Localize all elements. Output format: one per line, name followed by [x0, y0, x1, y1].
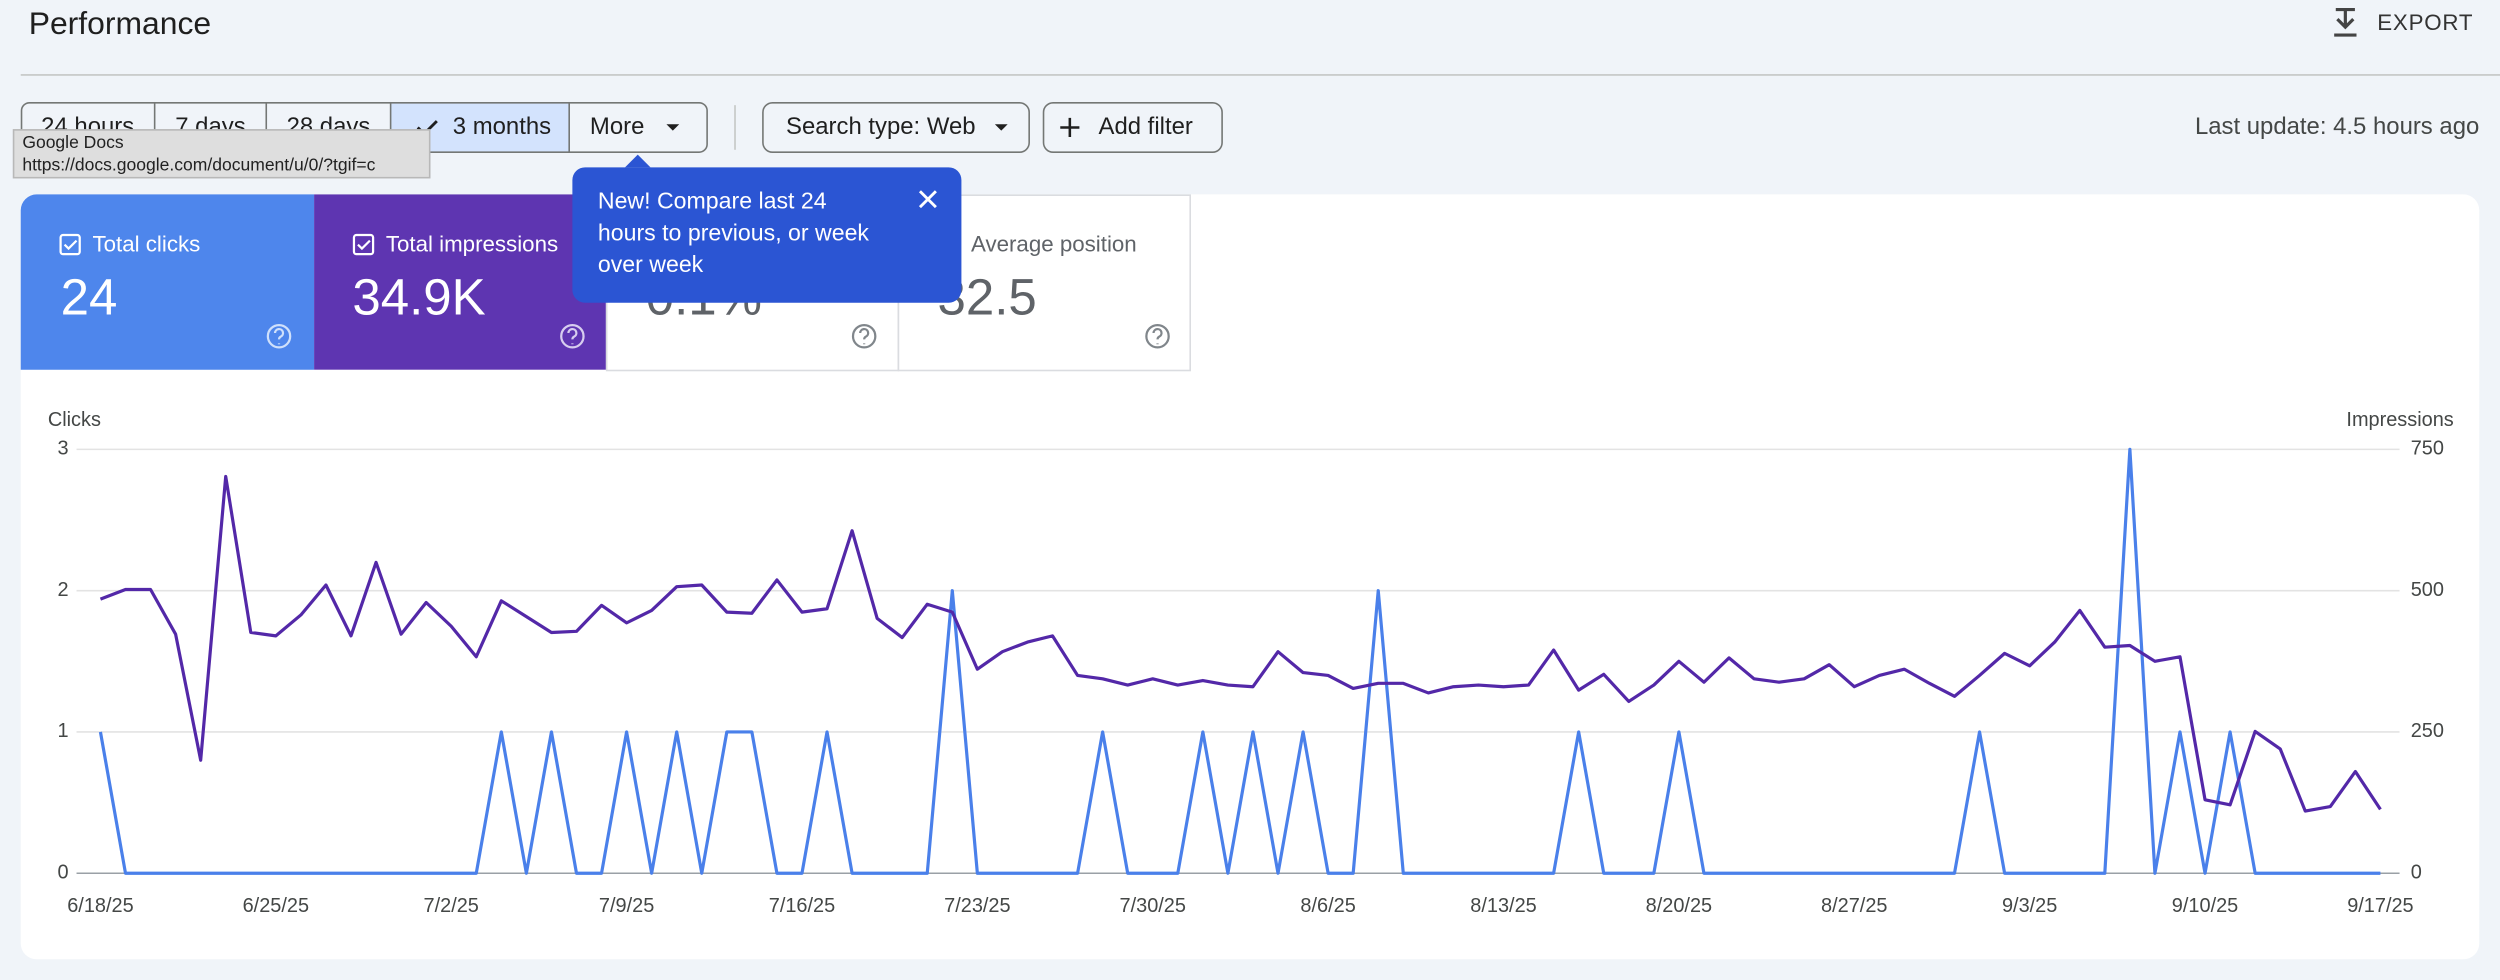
add-filter-button[interactable]: Add filter — [1042, 101, 1223, 153]
caret — [666, 124, 680, 131]
download-icon — [2334, 7, 2357, 37]
help-icon[interactable] — [1145, 323, 1170, 349]
series-line — [99, 474, 2382, 813]
button-border — [762, 101, 1030, 153]
plus-icon — [1060, 117, 1080, 138]
checkmark — [357, 239, 371, 251]
popup-text: New! Compare last 24 — [598, 187, 827, 213]
chart: Clicks Impressions 0 1 2 3 0 250 500 750 6/18/25… — [48, 409, 2454, 917]
metric-card[interactable]: Total clicks 24 — [20, 194, 315, 370]
help-glyph — [273, 327, 285, 345]
popup-close[interactable] — [918, 190, 937, 209]
x-tick-label: 7/2/25 — [424, 895, 479, 917]
metric-value: 34.9K — [352, 269, 485, 326]
filter-more[interactable]: More — [590, 113, 644, 140]
x-tick-label: 6/18/25 — [67, 895, 133, 917]
search-type-button[interactable]: Search type: Web — [762, 101, 1030, 153]
x-tick-label: 6/25/25 — [243, 895, 309, 917]
metric-label: Average position — [971, 231, 1137, 256]
content-card — [20, 194, 2480, 960]
x-tick-label: 7/23/25 — [944, 895, 1010, 917]
y-tick-label: 1 — [57, 720, 68, 742]
last-update: Last update: 4.5 hours ago — [2195, 113, 2479, 140]
filter-3m[interactable]: 3 months — [453, 113, 551, 140]
metric-label: Total impressions — [386, 231, 558, 256]
help-icon[interactable] — [266, 323, 292, 349]
link-tooltip: Google Docs https://docs.google.com/docu… — [12, 129, 431, 179]
y2-tick-label: 250 — [2411, 720, 2444, 742]
search-type-label[interactable]: Search type: Web — [786, 113, 976, 140]
metric-label: Total clicks — [92, 231, 200, 256]
x-tick-label: 7/30/25 — [1120, 895, 1186, 917]
popup-text: over week — [598, 251, 704, 277]
x-tick-label: 8/27/25 — [1821, 895, 1887, 917]
x-tick-label: 9/17/25 — [2347, 895, 2413, 917]
y-axis-title: Clicks — [48, 409, 101, 431]
metric-value: 24 — [61, 269, 118, 326]
popup-arrow — [625, 154, 651, 168]
checkbox[interactable] — [59, 233, 81, 256]
caret — [994, 124, 1008, 131]
x-tick-label: 7/9/25 — [599, 895, 654, 917]
export-button[interactable]: EXPORT — [2334, 7, 2473, 37]
y-tick-label: 0 — [57, 862, 68, 884]
tooltip-title: Google Docs — [22, 132, 124, 152]
add-filter-label[interactable]: Add filter — [1099, 113, 1193, 140]
tooltip-url: https://docs.google.com/document/u/0/?tg… — [22, 154, 375, 174]
y2-tick-label: 500 — [2411, 579, 2444, 601]
x-tick-label: 8/13/25 — [1470, 895, 1536, 917]
x-tick-label: 7/16/25 — [769, 895, 835, 917]
card-bg — [20, 194, 315, 370]
y-tick-label: 2 — [57, 579, 68, 601]
help-glyph — [1152, 327, 1163, 345]
help-icon[interactable] — [851, 323, 877, 349]
tooltip-bg — [12, 129, 431, 179]
y2-tick-label: 0 — [2411, 862, 2422, 884]
y-tick-label: 3 — [57, 438, 68, 460]
popup-text: hours to previous, or week — [598, 219, 870, 245]
export-label[interactable]: EXPORT — [2377, 10, 2473, 35]
checkmark — [63, 239, 78, 251]
x-tick-label: 9/3/25 — [2002, 895, 2057, 917]
series-line — [98, 447, 2381, 875]
y2-tick-label: 750 — [2411, 438, 2444, 460]
x-tick-label: 8/6/25 — [1300, 895, 1355, 917]
help-glyph — [859, 327, 870, 345]
x-tick-label: 9/10/25 — [2172, 895, 2238, 917]
metric-card[interactable]: Total impressions 34.9K — [314, 194, 606, 370]
popup-bg — [572, 167, 962, 303]
page-title: Performance — [29, 5, 211, 41]
y2-axis-title: Impressions — [2346, 409, 2453, 431]
feature-popup: New! Compare last 24 hours to previous, … — [572, 154, 962, 303]
help-glyph — [567, 327, 578, 345]
help-icon[interactable] — [560, 323, 585, 349]
card-bg — [314, 194, 606, 370]
button-border — [1042, 101, 1223, 153]
x-tick-label: 8/20/25 — [1646, 895, 1712, 917]
checkbox[interactable] — [352, 233, 375, 256]
